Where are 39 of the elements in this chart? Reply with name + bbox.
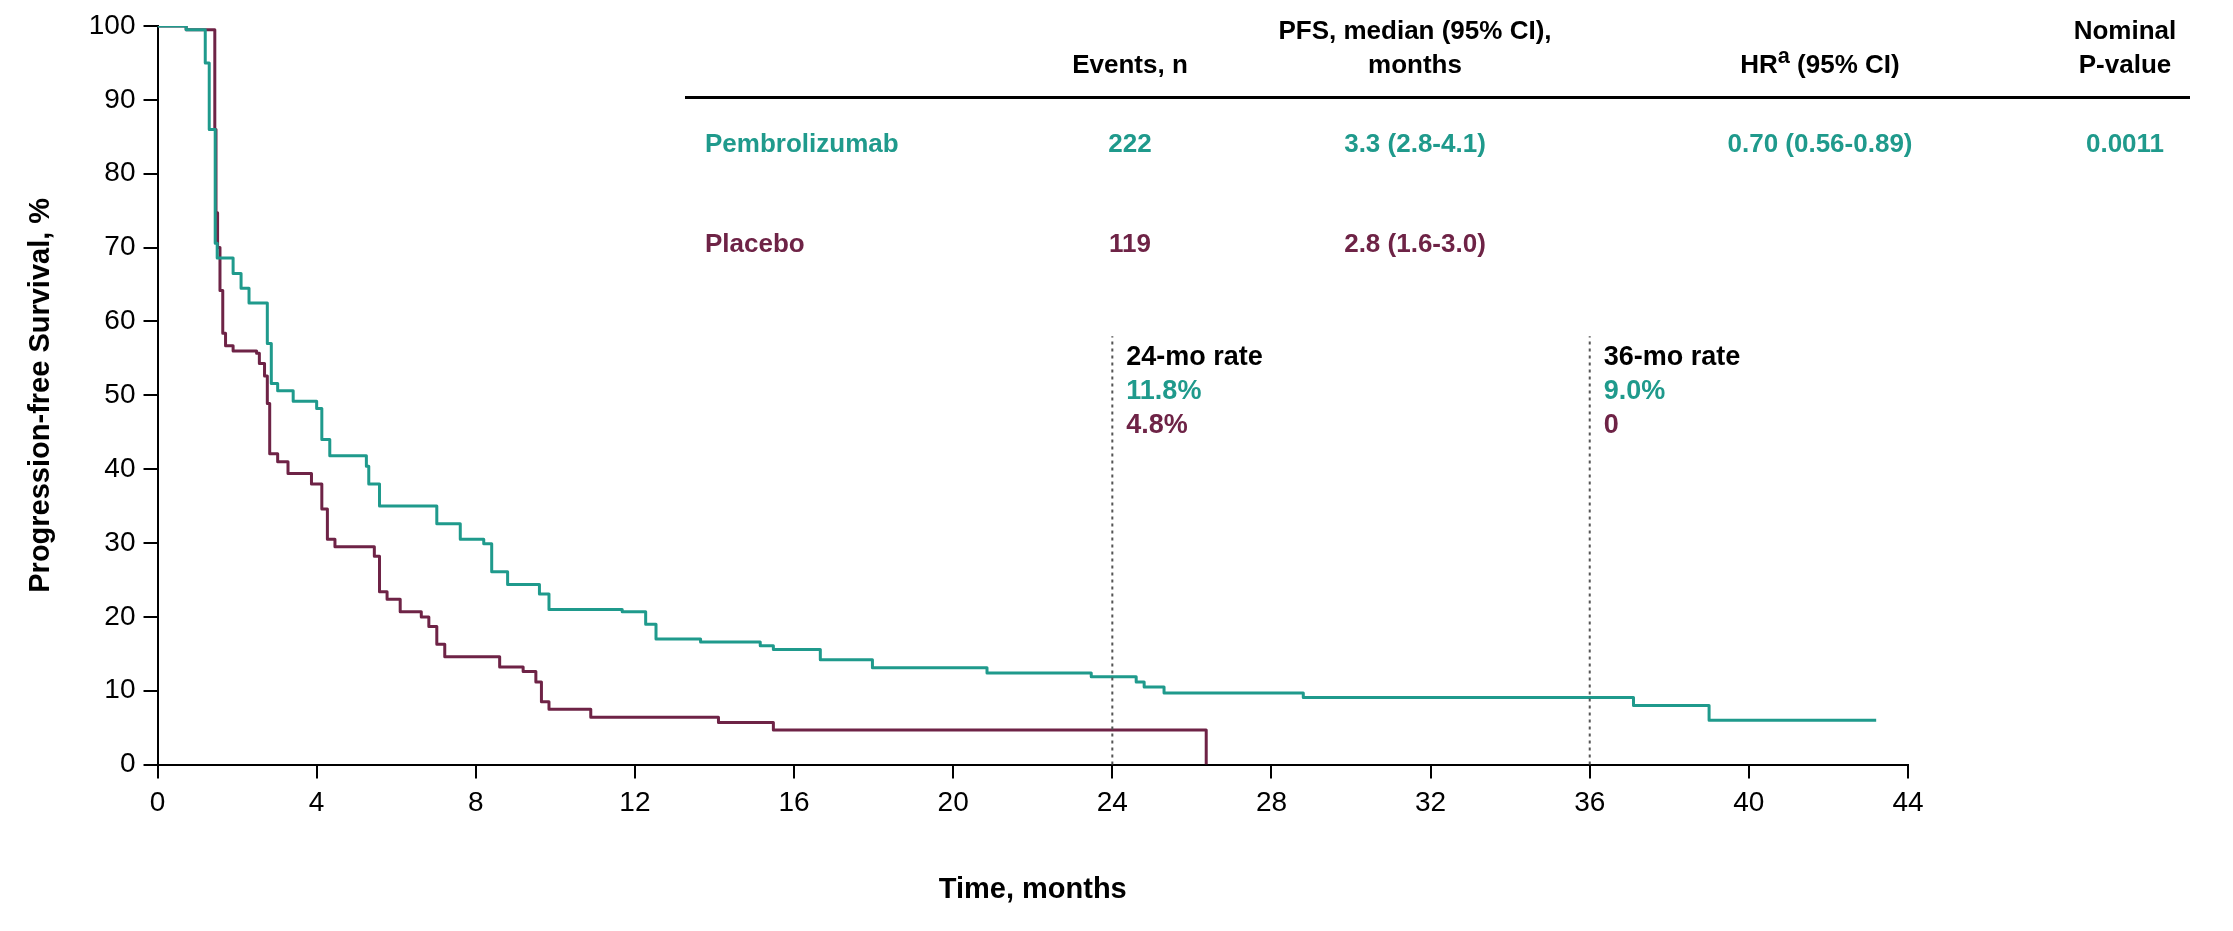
x-tick-label: 36	[1574, 786, 1606, 818]
x-tick-label: 8	[468, 786, 484, 818]
y-tick-label: 50	[104, 378, 136, 410]
annotation: PFS, median (95% CI), months	[1277, 14, 1553, 81]
x-tick-label: 16	[778, 786, 810, 818]
y-tick-label: 20	[104, 599, 136, 631]
x-tick-label: 12	[619, 786, 651, 818]
x-tick-label: 24	[1096, 786, 1128, 818]
y-tick-label: 60	[104, 304, 136, 336]
y-tick-label: 30	[104, 525, 136, 557]
x-tick-label: 0	[149, 786, 166, 818]
y-tick-label: 0	[119, 747, 136, 779]
y-tick-label: 40	[104, 451, 136, 483]
y-tick-label: 80	[104, 156, 136, 188]
text: Placebo	[705, 227, 806, 261]
text: Nominal P-value	[2072, 14, 2178, 81]
ref-line-label: 24-mo rate 11.8% 4.8%	[1126, 341, 1263, 440]
x-tick-label: 4	[308, 786, 325, 818]
y-tick-label: 90	[104, 82, 136, 114]
x-tick-label: 20	[937, 786, 969, 818]
x-tick-label: 44	[1892, 786, 1924, 818]
x-tick-label: 40	[1733, 786, 1765, 818]
ref-line-label: 36-mo rate 9.0% 0	[1603, 341, 1741, 440]
y-axis-title: Progression-free Survival, %	[23, 197, 56, 593]
x-tick-label: 32	[1415, 786, 1447, 818]
annotation: 2.8 (1.6-3.0)	[1343, 227, 1487, 261]
x-tick-label: 28	[1255, 786, 1288, 818]
annotation: 222	[1107, 127, 1153, 161]
text: 0.0011	[2084, 127, 2166, 161]
y-tick-label: 10	[104, 673, 136, 705]
annotation: 3.3 (2.8-4.1)	[1343, 127, 1487, 161]
annotation: 119	[1108, 227, 1152, 261]
y-tick-label: 70	[104, 230, 136, 262]
annotation: HR$^{a}$ (95% CI)	[1739, 42, 1901, 81]
y-tick-label: 100	[88, 8, 136, 40]
annotation: Events, n	[1071, 47, 1189, 81]
x-axis-title: Time, months	[938, 871, 1127, 904]
annotation: 0.70 (0.56-0.89)	[1726, 127, 1914, 161]
text: Pembrolizumab	[705, 127, 900, 161]
